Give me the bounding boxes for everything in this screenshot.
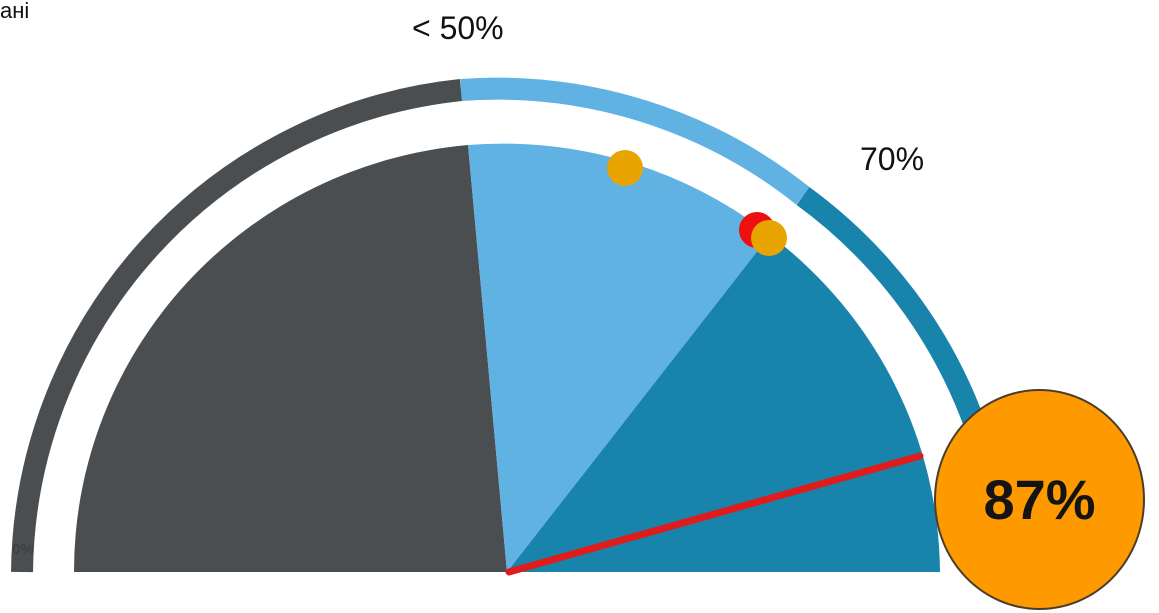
scale-min-label: 0% xyxy=(12,541,34,558)
outer-ring-mid xyxy=(460,77,810,205)
threshold-label-high: 70% xyxy=(860,141,925,177)
sector-low xyxy=(73,145,508,572)
corner-text: ані xyxy=(0,0,30,23)
threshold-label-low: < 50% xyxy=(412,10,504,46)
sector-mid xyxy=(468,143,770,572)
gauge-needle xyxy=(505,452,924,576)
outer-ring-low xyxy=(11,79,463,573)
result-value: 87% xyxy=(983,468,1096,531)
marker-dot-lower xyxy=(751,220,787,256)
outer-ring-high xyxy=(796,187,986,429)
result-badge: 87% xyxy=(934,389,1145,610)
sector-high xyxy=(507,235,940,572)
marker-dot-upper xyxy=(607,150,643,186)
